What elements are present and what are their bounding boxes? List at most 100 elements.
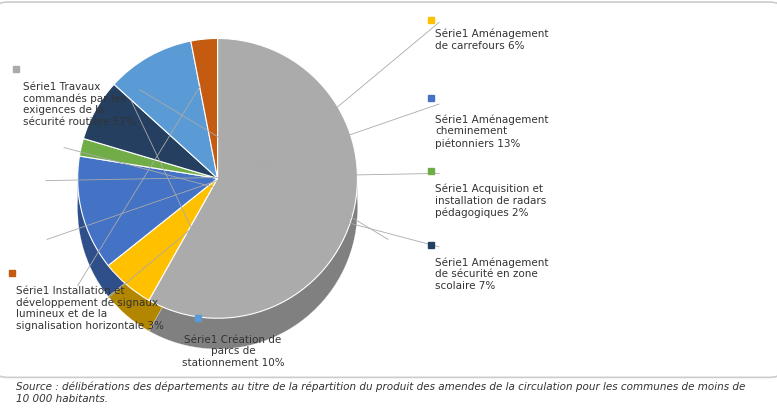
Wedge shape	[83, 95, 218, 189]
Wedge shape	[79, 154, 218, 194]
Wedge shape	[114, 50, 218, 188]
Wedge shape	[108, 200, 218, 322]
Wedge shape	[83, 87, 218, 182]
Wedge shape	[114, 49, 218, 186]
Wedge shape	[78, 179, 218, 288]
Wedge shape	[108, 182, 218, 303]
Wedge shape	[114, 46, 218, 183]
Wedge shape	[191, 40, 218, 180]
Wedge shape	[114, 53, 218, 191]
Wedge shape	[83, 89, 218, 183]
Wedge shape	[114, 62, 218, 200]
Wedge shape	[191, 51, 218, 191]
Wedge shape	[79, 140, 218, 180]
Wedge shape	[108, 188, 218, 310]
Wedge shape	[108, 191, 218, 313]
Wedge shape	[108, 208, 218, 330]
Wedge shape	[149, 68, 357, 348]
Wedge shape	[108, 189, 218, 311]
Wedge shape	[83, 92, 218, 186]
Wedge shape	[108, 180, 218, 302]
Wedge shape	[108, 203, 218, 325]
Wedge shape	[78, 170, 218, 279]
Wedge shape	[114, 42, 218, 180]
Wedge shape	[114, 56, 218, 194]
Wedge shape	[149, 60, 357, 340]
Wedge shape	[79, 153, 218, 192]
Wedge shape	[191, 44, 218, 184]
Wedge shape	[78, 181, 218, 290]
Wedge shape	[78, 185, 218, 295]
Wedge shape	[191, 42, 218, 182]
Wedge shape	[149, 58, 357, 338]
Wedge shape	[83, 97, 218, 191]
Text: Source : délibérations des départements au titre de la répartition du produit de: Source : délibérations des départements …	[16, 381, 745, 404]
Wedge shape	[108, 197, 218, 319]
Wedge shape	[191, 54, 218, 194]
Wedge shape	[108, 183, 218, 305]
Wedge shape	[191, 62, 218, 202]
Wedge shape	[78, 176, 218, 286]
Wedge shape	[78, 169, 218, 278]
Wedge shape	[191, 69, 218, 209]
Wedge shape	[191, 46, 218, 186]
Text: Série1 Acquisition et
installation de radars
pédagogiques 2%: Série1 Acquisition et installation de ra…	[435, 184, 546, 218]
Wedge shape	[83, 103, 218, 197]
Wedge shape	[114, 55, 218, 192]
Wedge shape	[149, 48, 357, 328]
Wedge shape	[149, 44, 357, 324]
Wedge shape	[83, 91, 218, 184]
Wedge shape	[78, 162, 218, 272]
Wedge shape	[83, 98, 218, 192]
Wedge shape	[78, 156, 218, 266]
Wedge shape	[79, 148, 218, 188]
Wedge shape	[114, 72, 218, 209]
Wedge shape	[114, 44, 218, 182]
Wedge shape	[114, 58, 218, 195]
Wedge shape	[191, 66, 218, 206]
Wedge shape	[108, 186, 218, 308]
Wedge shape	[149, 40, 357, 320]
Wedge shape	[108, 194, 218, 316]
Wedge shape	[149, 46, 357, 326]
Wedge shape	[78, 164, 218, 273]
Wedge shape	[83, 104, 218, 198]
Wedge shape	[108, 192, 218, 314]
Wedge shape	[79, 162, 218, 202]
Text: Série1 Installation et
développement de signaux
lumineux et de la
signalisation : Série1 Installation et développement de …	[16, 286, 163, 331]
Wedge shape	[191, 49, 218, 189]
Wedge shape	[78, 187, 218, 296]
Wedge shape	[149, 38, 357, 318]
Wedge shape	[78, 161, 218, 270]
Wedge shape	[83, 107, 218, 202]
Wedge shape	[108, 202, 218, 323]
Wedge shape	[191, 52, 218, 192]
Wedge shape	[78, 177, 218, 287]
Wedge shape	[83, 86, 218, 180]
Wedge shape	[191, 43, 218, 183]
Wedge shape	[191, 58, 218, 198]
Wedge shape	[149, 63, 357, 343]
Wedge shape	[149, 49, 357, 329]
Wedge shape	[149, 66, 357, 346]
Wedge shape	[79, 155, 218, 195]
Wedge shape	[114, 47, 218, 184]
Wedge shape	[83, 109, 218, 203]
Wedge shape	[191, 38, 218, 178]
Wedge shape	[79, 157, 218, 197]
Wedge shape	[78, 175, 218, 284]
Wedge shape	[79, 165, 218, 204]
Wedge shape	[114, 69, 218, 206]
Text: Série1 Aménagement
de carrefours 6%: Série1 Aménagement de carrefours 6%	[435, 29, 549, 51]
Wedge shape	[114, 61, 218, 198]
Wedge shape	[114, 67, 218, 204]
Wedge shape	[108, 178, 218, 300]
Wedge shape	[78, 159, 218, 268]
Wedge shape	[149, 69, 357, 349]
Wedge shape	[149, 52, 357, 332]
Wedge shape	[108, 198, 218, 320]
Wedge shape	[149, 43, 357, 323]
Wedge shape	[149, 51, 357, 330]
Wedge shape	[83, 112, 218, 206]
Wedge shape	[78, 157, 218, 267]
